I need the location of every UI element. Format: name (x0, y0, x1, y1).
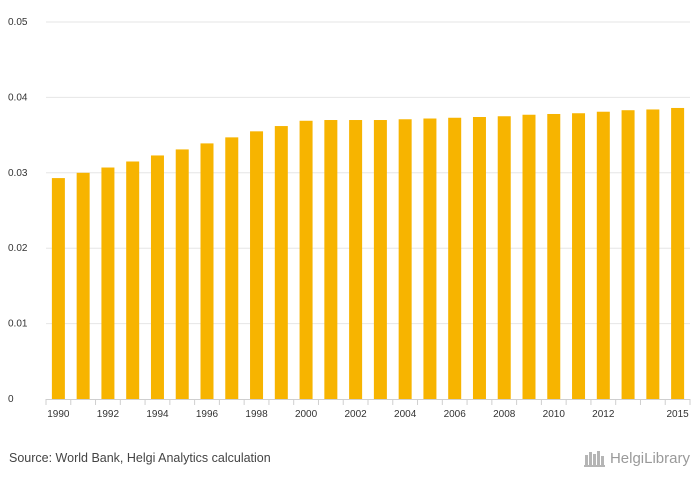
x-tick-label: 1998 (245, 409, 268, 420)
bar-1992[interactable] (101, 167, 115, 399)
brand-name: HelgiLibrary (609, 449, 690, 467)
library-logo-icon (583, 451, 605, 467)
x-tick-label: 2015 (666, 409, 689, 420)
source-note: Source: World Bank, Helgi Analytics calc… (9, 451, 271, 465)
y-tick-label: 0 (8, 394, 14, 405)
bar-1995[interactable] (175, 149, 189, 399)
bar-1994[interactable] (150, 155, 164, 399)
y-tick-label: 0.04 (8, 92, 28, 103)
bar-2005[interactable] (423, 118, 437, 400)
x-tick-label: 2008 (493, 409, 516, 420)
bar-1993[interactable] (126, 161, 140, 399)
bar-2002[interactable] (349, 120, 363, 400)
bar-2006[interactable] (448, 117, 462, 400)
bar-2012[interactable] (596, 111, 610, 399)
x-tick-label: 1990 (47, 409, 70, 420)
bar-2007[interactable] (472, 117, 486, 399)
bar-1997[interactable] (225, 137, 239, 399)
bar-1998[interactable] (250, 131, 264, 399)
bar-2008[interactable] (497, 116, 511, 399)
y-tick-label: 0.01 (8, 319, 28, 330)
bar-1996[interactable] (200, 143, 214, 399)
x-tick-label: 2012 (592, 409, 615, 420)
x-tick-label: 1994 (146, 409, 169, 420)
y-tick-label: 0.05 (8, 17, 28, 28)
bar-2003[interactable] (373, 120, 387, 400)
bar-2015[interactable] (671, 107, 685, 400)
bar-2013[interactable] (621, 110, 635, 399)
bar-2014[interactable] (646, 109, 660, 400)
bar-2004[interactable] (398, 119, 412, 400)
bar-2000[interactable] (299, 120, 313, 400)
y-tick-label: 0.02 (8, 243, 28, 254)
x-tick-label: 2004 (394, 409, 417, 420)
bar-1991[interactable] (76, 172, 90, 399)
brand-logo[interactable]: HelgiLibrary (583, 449, 690, 467)
bar-1999[interactable] (274, 126, 288, 399)
bar-1990[interactable] (51, 178, 65, 399)
x-tick-label: 2002 (344, 409, 367, 420)
bar-2011[interactable] (572, 113, 586, 399)
bar-2010[interactable] (547, 113, 561, 399)
x-tick-label: 1996 (196, 409, 219, 420)
x-tick-label: 1992 (97, 409, 120, 420)
x-tick-label: 2010 (543, 409, 566, 420)
x-tick-label: 2000 (295, 409, 318, 420)
bar-2009[interactable] (522, 114, 536, 399)
bar-2001[interactable] (324, 120, 338, 400)
x-tick-label: 2006 (444, 409, 467, 420)
y-tick-label: 0.03 (8, 168, 28, 179)
